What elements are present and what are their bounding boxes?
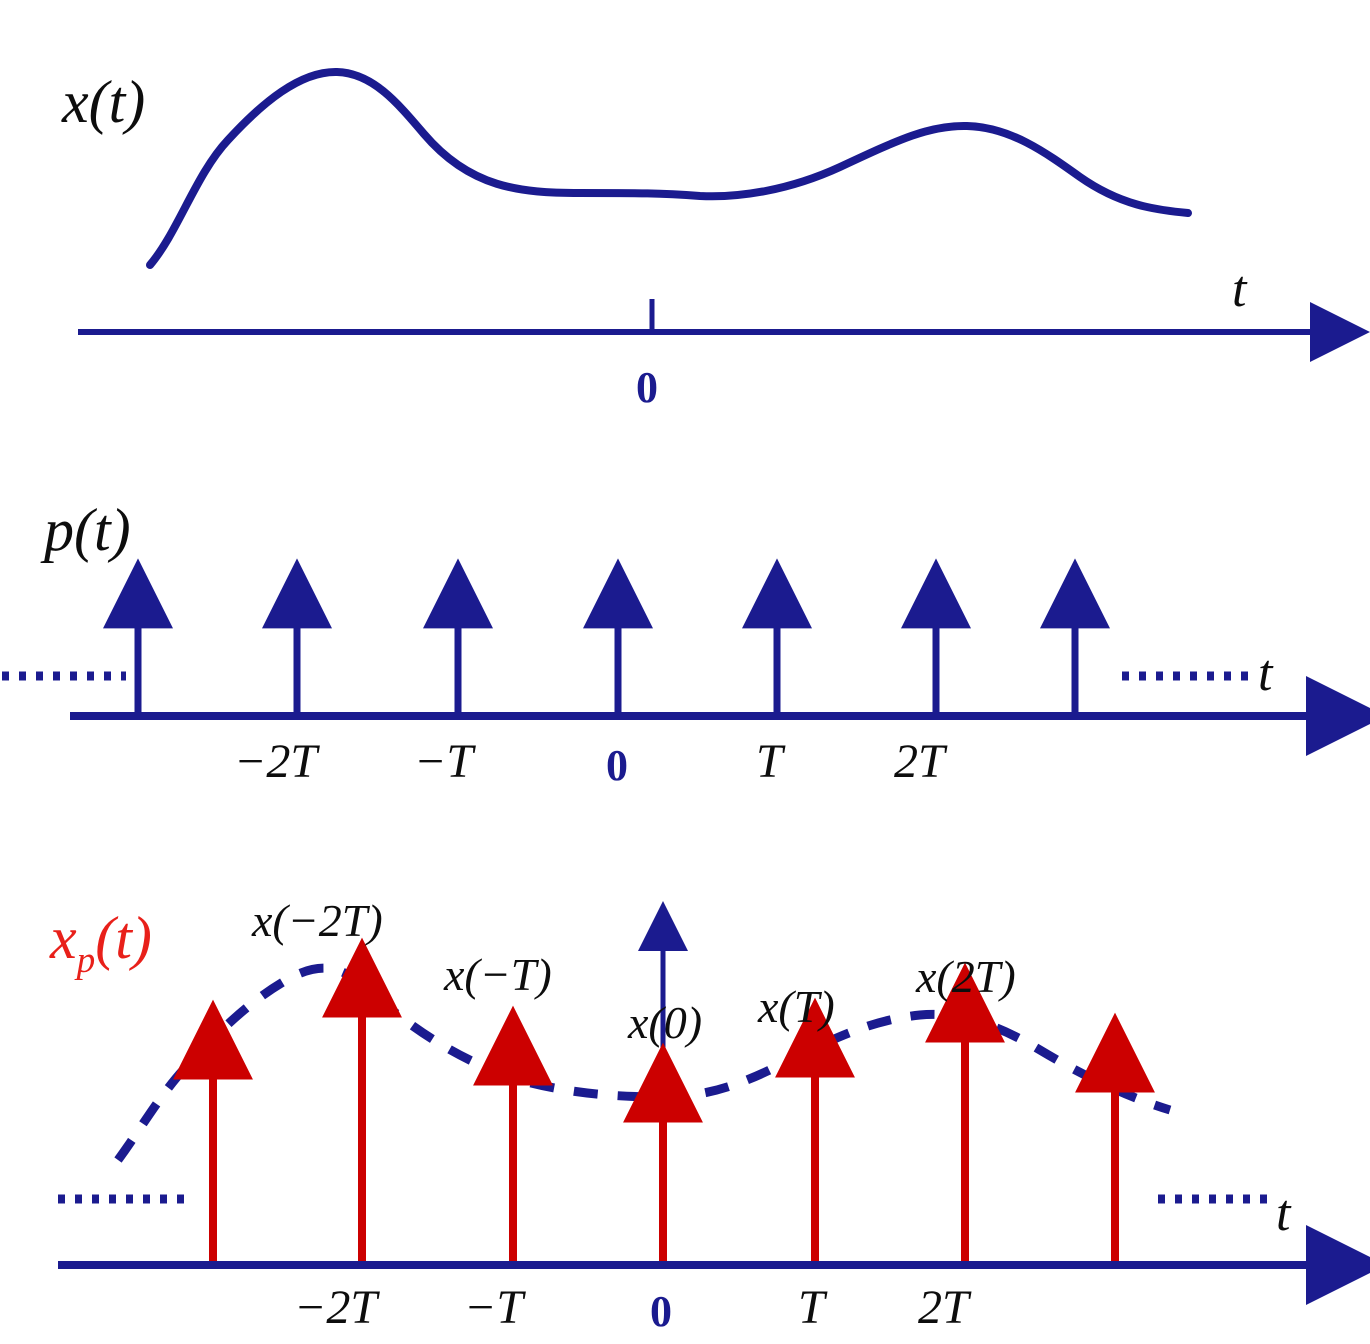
signal-label-xpt-subscript: p <box>76 940 96 982</box>
sample-label-x-2T: x(2T) <box>916 951 1016 1002</box>
axis-label-t-panel1: t <box>1232 261 1247 318</box>
signal-label-xpt: xp(t) <box>50 908 152 979</box>
axis-label-t-panel3: t <box>1276 1185 1291 1242</box>
sample-label-x-0: x(0) <box>628 997 703 1048</box>
panel-signal-graphics <box>78 67 1370 362</box>
signal-label-xpt-arg: (t) <box>95 905 152 971</box>
tick-label-minus-T-panel2: −T <box>414 735 474 788</box>
signal-label-xpt-base: x <box>50 905 77 971</box>
signal-label-xt: x(t) <box>62 69 146 135</box>
tick-label-2T-panel2: 2T <box>894 735 945 788</box>
tick-label-zero-panel2: 0 <box>606 741 628 790</box>
tick-label-2T-panel3: 2T <box>918 1281 969 1334</box>
tick-label-minus-2T-panel2: −2T <box>234 735 318 788</box>
tick-label-minus-T-panel3: −T <box>464 1281 524 1334</box>
sample-label-x-minus-T: x(−T) <box>444 949 552 1000</box>
sample-label-x-minus-2T: x(−2T) <box>252 895 383 946</box>
signal-label-pt: p(t) <box>44 497 131 563</box>
panel-sampled-signal-graphics <box>58 901 1370 1305</box>
origin-label-panel1: 0 <box>636 363 658 412</box>
signal-curve-xt <box>146 67 1192 269</box>
axis-label-t-panel2: t <box>1258 645 1273 702</box>
tick-label-zero-panel3: 0 <box>650 1287 672 1336</box>
panel-impulse-train-graphics <box>2 558 1370 756</box>
tick-label-T-panel3: T <box>798 1281 825 1334</box>
tick-label-T-panel2: T <box>756 735 783 788</box>
tick-label-minus-2T-panel3: −2T <box>294 1281 378 1334</box>
sample-label-x-T: x(T) <box>758 981 835 1032</box>
